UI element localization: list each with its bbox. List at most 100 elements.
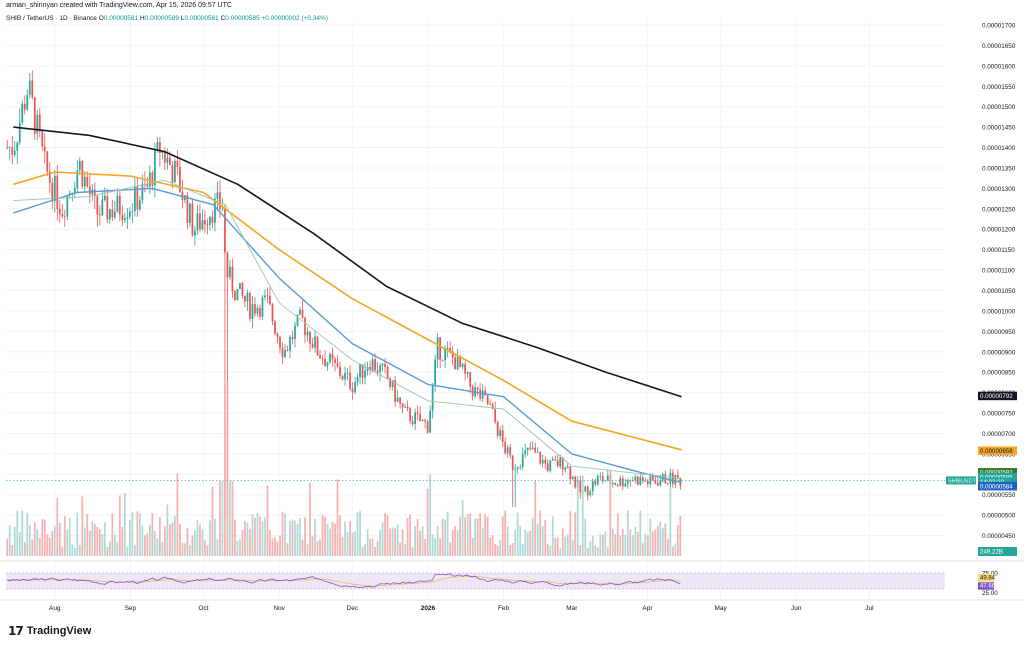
candles	[6, 70, 682, 516]
candle-body	[259, 307, 261, 317]
volume-bar	[88, 530, 91, 556]
candle-body	[521, 453, 524, 468]
candle-body	[476, 387, 479, 390]
candle-body	[406, 406, 409, 409]
candle-body	[264, 295, 266, 298]
candle-body	[436, 337, 439, 360]
candle-body	[61, 214, 64, 217]
rsi-value-text: 49.84	[980, 576, 996, 582]
volume-label-text: 249.22B	[980, 549, 1003, 556]
candle-body	[241, 283, 244, 296]
candle-body	[199, 213, 201, 230]
y-tick-label: 0.00001300	[982, 186, 1016, 193]
candle-body	[274, 321, 276, 334]
candle-body	[509, 447, 512, 456]
y-tick-label: 0.00001150	[982, 247, 1015, 254]
y-tick-label: 0.00000550	[982, 492, 1016, 499]
volume-bar	[564, 536, 567, 556]
volume-bar	[214, 518, 216, 556]
y-tick-label: 0.00000750	[982, 411, 1016, 418]
candle-body	[204, 220, 206, 225]
volume-bar	[231, 481, 234, 556]
low-value: 0.00000581	[184, 15, 219, 22]
candle-body	[594, 481, 597, 485]
volume-bar	[319, 539, 321, 556]
volume-bar	[269, 530, 271, 556]
candle-body	[51, 182, 54, 202]
volume-bar	[296, 523, 299, 556]
volume-bar	[96, 526, 99, 556]
price-label-bg	[978, 446, 1017, 455]
y-tick-label: 0.00001100	[982, 268, 1015, 275]
x-tick-label: Jun	[791, 605, 802, 612]
volume-bar	[11, 545, 14, 556]
symbol-ohlc-line: SHIB / TetherUS · 1D · Binance O0.000005…	[6, 15, 328, 22]
candle-body	[8, 147, 11, 149]
volume-bar	[669, 487, 672, 556]
candle-body	[266, 295, 269, 297]
candle-body	[239, 283, 241, 289]
candle-body	[461, 363, 464, 367]
candle-body	[48, 171, 51, 183]
candle-body	[564, 467, 567, 470]
candle-body	[394, 380, 396, 402]
volume-bar	[549, 545, 552, 556]
candle-body	[676, 475, 679, 479]
volume-bar	[676, 524, 679, 556]
candle-body	[621, 478, 624, 487]
volume-bar	[609, 472, 612, 556]
grid	[6, 20, 945, 600]
volume-bar	[641, 543, 644, 556]
candle-body	[554, 459, 557, 461]
candle-body	[331, 354, 334, 360]
price-label-text: 0.00000658	[980, 448, 1013, 455]
x-tick-label: Feb	[498, 605, 510, 612]
chart-credit: arman_shirinyan created with TradingView…	[6, 2, 232, 9]
candle-body	[479, 389, 482, 399]
candle-body	[251, 304, 254, 319]
candle-body	[426, 421, 429, 433]
volume-bar	[354, 531, 356, 556]
volume-bar	[616, 513, 619, 556]
volume-bar	[271, 538, 274, 556]
candle-body	[28, 80, 31, 95]
volume-bar	[406, 518, 409, 556]
candle-body	[464, 363, 467, 374]
volume-bar	[514, 529, 517, 556]
volume-bar	[229, 481, 231, 556]
volume-bar	[311, 536, 314, 556]
candle-body	[261, 297, 264, 317]
y-tick-label: 0.00001450	[982, 125, 1016, 132]
candle-body	[166, 157, 169, 163]
candle-body	[86, 176, 89, 187]
volume-bar	[661, 527, 664, 556]
candle-body	[651, 476, 654, 481]
candle-body	[344, 373, 346, 380]
candle-body	[669, 472, 672, 484]
volume-bar	[506, 526, 509, 556]
volume-bar	[361, 547, 364, 556]
change-value: +0.00000002 (+0.34%)	[261, 15, 328, 22]
volume-bar	[611, 528, 614, 556]
candle-body	[96, 196, 99, 215]
volume-bar	[306, 544, 309, 556]
candle-body	[591, 481, 594, 492]
price-label-text: 0.00000792	[980, 393, 1013, 400]
volume-bar	[256, 512, 259, 556]
y-tick-label: 0.00000950	[982, 329, 1016, 336]
volume-bar	[566, 534, 569, 556]
volume-bar	[569, 511, 572, 556]
volume-bar	[674, 543, 677, 556]
candle-body	[111, 209, 114, 218]
volume-bar	[154, 531, 156, 556]
x-tick-label: Sep	[125, 605, 137, 612]
tradingview-brand: 17 TradingView	[8, 624, 91, 638]
moving-average-line	[13, 187, 682, 484]
price-label-text: 0.00000584	[980, 483, 1013, 490]
candle-body	[391, 380, 394, 388]
rsi-tick-label: 25.00	[982, 590, 998, 597]
y-tick-label: 0.00001700	[982, 23, 1016, 30]
candle-body	[11, 147, 14, 155]
volume-bar	[424, 539, 426, 556]
